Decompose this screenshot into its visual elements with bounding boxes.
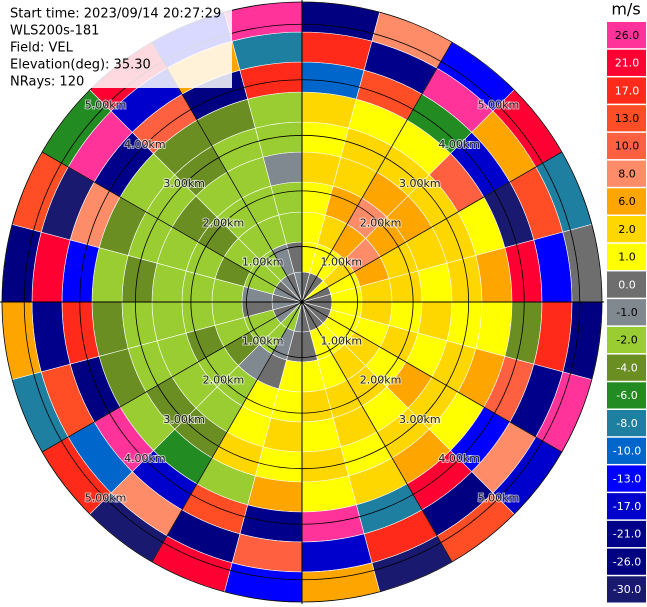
colorbar-box bbox=[607, 326, 646, 354]
colorbar-label: 13.0 bbox=[615, 112, 640, 125]
colorbar-label: 1.0 bbox=[618, 251, 636, 264]
range-label: 2.00km bbox=[360, 374, 402, 387]
colorbar-label: 0.0 bbox=[618, 278, 636, 291]
range-label: 1.00km bbox=[242, 256, 284, 269]
colorbar-label: -17.0 bbox=[613, 500, 641, 513]
info-text: NRays: 120 bbox=[10, 75, 84, 90]
colorbar-box bbox=[607, 410, 646, 437]
colorbar-label: 8.0 bbox=[618, 167, 636, 180]
info-text: Elevation(deg): 35.30 bbox=[10, 58, 151, 73]
colorbar-label: -6.0 bbox=[616, 389, 637, 402]
spoke bbox=[41, 151, 303, 303]
velocity-cell bbox=[301, 121, 349, 158]
range-ring bbox=[190, 190, 414, 414]
range-ring bbox=[246, 246, 358, 358]
range-ring bbox=[79, 79, 525, 525]
colorbar-label: -4.0 bbox=[616, 361, 637, 374]
spoke bbox=[301, 41, 453, 303]
spoke bbox=[301, 301, 453, 563]
colorbar-label: -2.0 bbox=[616, 334, 637, 347]
range-label: 5.00km bbox=[478, 99, 520, 112]
colorbar-box bbox=[607, 548, 646, 575]
info-text: Field: VEL bbox=[10, 41, 74, 56]
velocity-cell bbox=[446, 255, 483, 303]
colorbar-box bbox=[607, 188, 646, 215]
spoke bbox=[301, 301, 563, 453]
colorbar-box bbox=[607, 160, 646, 187]
outer-ring bbox=[1, 1, 603, 603]
range-ring bbox=[134, 134, 470, 470]
radar-field bbox=[1, 1, 603, 603]
colorbar-box bbox=[607, 437, 646, 464]
colorbar-label: -1.0 bbox=[616, 306, 637, 319]
colorbar-box bbox=[607, 77, 646, 104]
info-text: Start time: 2023/09/14 20:27:29 bbox=[10, 7, 221, 22]
spoke bbox=[151, 301, 303, 563]
range-label: 2.00km bbox=[203, 374, 245, 387]
range-label: 3.00km bbox=[399, 177, 441, 190]
range-label: 5.00km bbox=[85, 99, 127, 112]
colorbar-box bbox=[607, 520, 646, 548]
colorbar-box bbox=[607, 382, 646, 409]
range-label: 2.00km bbox=[203, 216, 245, 229]
colorbar-box bbox=[607, 243, 646, 270]
range-label: 4.00km bbox=[124, 138, 166, 151]
velocity-cell bbox=[446, 301, 483, 349]
colorbar-label: 10.0 bbox=[615, 140, 640, 153]
colorbar-box bbox=[607, 216, 646, 243]
range-label: 2.00km bbox=[360, 216, 402, 229]
colorbar-box bbox=[607, 49, 646, 76]
velocity-cell bbox=[121, 301, 158, 349]
velocity-cell bbox=[301, 446, 349, 483]
range-label: 1.00km bbox=[320, 256, 362, 269]
colorbar-label: -10.0 bbox=[613, 445, 641, 458]
colorbar-box bbox=[607, 493, 646, 520]
spoke bbox=[41, 301, 303, 453]
info-box bbox=[0, 0, 232, 88]
range-label: 3.00km bbox=[163, 413, 205, 426]
range-label: 4.00km bbox=[438, 138, 480, 151]
range-label: 1.00km bbox=[320, 334, 362, 347]
range-label: 3.00km bbox=[399, 413, 441, 426]
colorbar-label: -8.0 bbox=[616, 417, 637, 430]
range-label: 4.00km bbox=[438, 452, 480, 465]
range-label: 1.00km bbox=[242, 334, 284, 347]
overlay: 1.00km 1.00km 1.00km 1.00km 2.00km 2.00km 2.00… bbox=[0, 0, 604, 604]
velocity-cell bbox=[255, 446, 303, 483]
range-ring bbox=[23, 23, 581, 581]
colorbar-label: 26.0 bbox=[615, 29, 640, 42]
colorbar-title: m/s bbox=[611, 0, 640, 19]
colorbar-box bbox=[607, 354, 646, 381]
colorbar-box bbox=[607, 299, 646, 326]
spoke bbox=[301, 151, 563, 303]
range-label: 5.00km bbox=[478, 491, 520, 504]
colorbar-label: 6.0 bbox=[618, 195, 636, 208]
colorbar-box bbox=[607, 22, 646, 49]
colorbar-label: 2.0 bbox=[618, 223, 636, 236]
colorbar-label: -13.0 bbox=[613, 472, 641, 485]
colorbar-label: 21.0 bbox=[615, 57, 640, 70]
colorbar-label: -26.0 bbox=[613, 555, 641, 568]
colorbar-box bbox=[607, 576, 646, 603]
range-label: 4.00km bbox=[124, 452, 166, 465]
info-text: WLS200s-181 bbox=[10, 24, 99, 39]
colorbar-box bbox=[607, 105, 646, 132]
colorbar-label: 17.0 bbox=[615, 84, 640, 97]
range-label: 3.00km bbox=[163, 177, 205, 190]
colorbar-box bbox=[607, 465, 646, 492]
velocity-cell bbox=[121, 255, 158, 303]
colorbar-label: -21.0 bbox=[613, 528, 641, 541]
colorbar-box bbox=[607, 271, 646, 298]
colorbar-box bbox=[607, 132, 646, 160]
colorbar-label: -30.0 bbox=[613, 583, 641, 596]
velocity-cell bbox=[255, 121, 303, 158]
range-label: 5.00km bbox=[85, 491, 127, 504]
